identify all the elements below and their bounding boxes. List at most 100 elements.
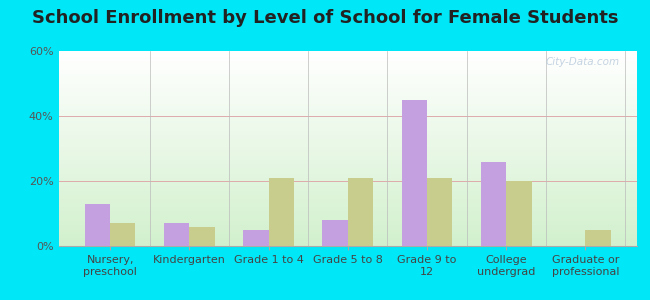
Bar: [110, 223, 135, 246]
Bar: [58, 145, 637, 146]
Bar: [58, 217, 637, 219]
Bar: [58, 182, 637, 184]
Bar: [58, 162, 637, 164]
Bar: [58, 148, 637, 150]
Bar: [58, 199, 637, 201]
Bar: [58, 197, 637, 199]
Text: School Enrollment by Level of School for Female Students: School Enrollment by Level of School for…: [32, 9, 618, 27]
Bar: [58, 106, 637, 108]
Bar: [58, 64, 637, 67]
Bar: [58, 238, 637, 240]
Bar: [58, 168, 637, 170]
Bar: [58, 96, 637, 98]
Bar: [58, 178, 637, 180]
Bar: [58, 223, 637, 224]
Bar: [58, 51, 637, 53]
Bar: [58, 59, 637, 61]
Bar: [58, 123, 637, 125]
Bar: [58, 141, 637, 142]
Bar: [58, 88, 637, 90]
Bar: [58, 72, 637, 74]
Bar: [58, 98, 637, 100]
Bar: [58, 111, 637, 113]
Bar: [243, 230, 268, 246]
Bar: [58, 174, 637, 176]
Bar: [58, 142, 637, 145]
Bar: [58, 209, 637, 211]
Bar: [58, 240, 637, 242]
Bar: [506, 181, 532, 246]
Bar: [58, 236, 637, 238]
Bar: [58, 156, 637, 158]
Bar: [58, 205, 637, 207]
Bar: [58, 170, 637, 172]
Bar: [58, 190, 637, 191]
Bar: [58, 55, 637, 57]
Bar: [58, 53, 637, 55]
Bar: [58, 57, 637, 59]
Bar: [58, 160, 637, 162]
Bar: [164, 223, 189, 246]
Bar: [58, 207, 637, 209]
Bar: [58, 226, 637, 229]
Bar: [58, 131, 637, 133]
Bar: [58, 137, 637, 139]
Bar: [58, 90, 637, 92]
Bar: [58, 164, 637, 166]
Bar: [58, 84, 637, 86]
Bar: [58, 166, 637, 168]
Bar: [58, 82, 637, 84]
Bar: [402, 100, 427, 246]
Bar: [58, 107, 637, 110]
Bar: [58, 195, 637, 197]
Bar: [58, 119, 637, 121]
Bar: [84, 204, 110, 246]
Bar: [58, 103, 637, 106]
Bar: [58, 176, 637, 178]
Bar: [58, 125, 637, 127]
Bar: [58, 244, 637, 246]
Bar: [58, 203, 637, 205]
Bar: [58, 229, 637, 230]
Bar: [58, 135, 637, 137]
Bar: [58, 67, 637, 68]
Bar: [189, 226, 214, 246]
Bar: [427, 178, 452, 246]
Bar: [58, 127, 637, 129]
Bar: [322, 220, 348, 246]
Bar: [58, 80, 637, 82]
Text: City-Data.com: City-Data.com: [545, 57, 619, 67]
Bar: [58, 180, 637, 182]
Bar: [58, 133, 637, 135]
Bar: [58, 219, 637, 220]
Bar: [58, 224, 637, 226]
Bar: [58, 61, 637, 63]
Bar: [586, 230, 611, 246]
Bar: [58, 86, 637, 88]
Bar: [58, 220, 637, 223]
Bar: [58, 152, 637, 154]
Bar: [58, 78, 637, 80]
Bar: [481, 161, 506, 246]
Bar: [58, 102, 637, 103]
Bar: [58, 188, 637, 190]
Bar: [58, 76, 637, 78]
Bar: [58, 63, 637, 64]
Bar: [58, 129, 637, 131]
Bar: [58, 211, 637, 213]
Bar: [58, 70, 637, 72]
Bar: [58, 184, 637, 185]
Bar: [58, 74, 637, 76]
Bar: [58, 215, 637, 217]
Bar: [58, 94, 637, 96]
Bar: [58, 68, 637, 70]
Bar: [58, 154, 637, 156]
Bar: [58, 146, 637, 148]
Bar: [58, 172, 637, 174]
Bar: [58, 92, 637, 94]
Bar: [58, 213, 637, 215]
Bar: [58, 115, 637, 117]
Bar: [58, 234, 637, 236]
Bar: [58, 185, 637, 188]
Bar: [58, 113, 637, 115]
